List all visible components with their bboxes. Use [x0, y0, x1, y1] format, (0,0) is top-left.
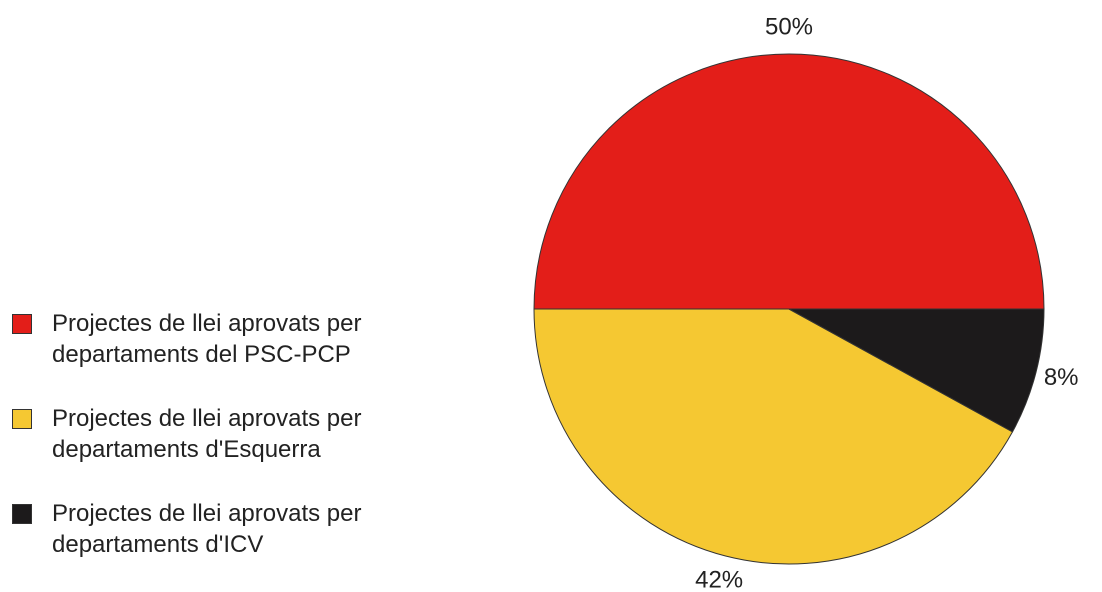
legend-label: Projectes de llei aprovats per departame… — [52, 405, 362, 463]
pie-slice — [533, 53, 1045, 310]
legend-swatch — [12, 409, 32, 429]
pie-slice — [788, 308, 1045, 433]
value-label: 50% — [765, 13, 813, 40]
legend-swatch — [12, 314, 32, 334]
value-label: 8% — [1044, 364, 1079, 391]
value-label: 42% — [695, 567, 743, 592]
legend-label: Projectes de llei aprovats per departame… — [52, 310, 362, 368]
legend-label: Projectes de llei aprovats per departame… — [52, 500, 362, 558]
legend-swatch — [12, 504, 32, 524]
pie-slice — [533, 308, 1014, 565]
